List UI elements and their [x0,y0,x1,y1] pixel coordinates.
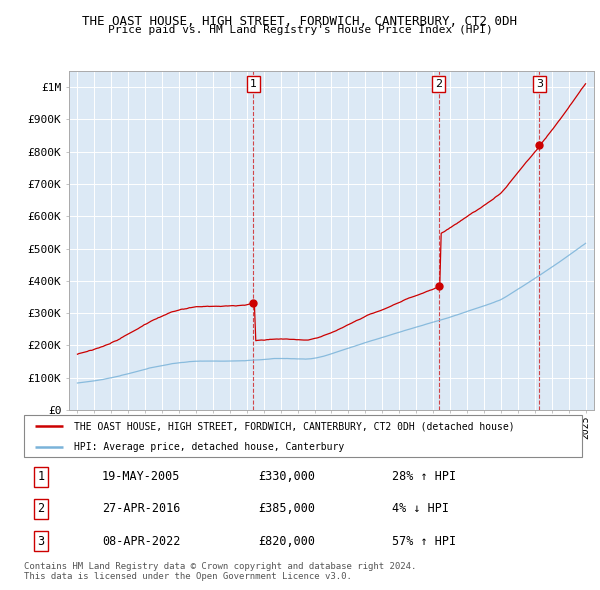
Text: 27-APR-2016: 27-APR-2016 [102,502,181,516]
Text: 08-APR-2022: 08-APR-2022 [102,535,181,548]
FancyBboxPatch shape [24,415,582,457]
Text: THE OAST HOUSE, HIGH STREET, FORDWICH, CANTERBURY, CT2 0DH (detached house): THE OAST HOUSE, HIGH STREET, FORDWICH, C… [74,421,515,431]
Text: 2: 2 [37,502,44,516]
Text: 1: 1 [37,470,44,483]
Text: 4% ↓ HPI: 4% ↓ HPI [392,502,449,516]
Text: 2: 2 [435,78,442,88]
Text: 19-MAY-2005: 19-MAY-2005 [102,470,181,483]
Text: 3: 3 [536,78,543,88]
Text: 1: 1 [250,78,257,88]
Text: 28% ↑ HPI: 28% ↑ HPI [392,470,457,483]
Text: 3: 3 [37,535,44,548]
Text: THE OAST HOUSE, HIGH STREET, FORDWICH, CANTERBURY, CT2 0DH: THE OAST HOUSE, HIGH STREET, FORDWICH, C… [83,15,517,28]
Text: £385,000: £385,000 [259,502,316,516]
Text: Contains HM Land Registry data © Crown copyright and database right 2024.
This d: Contains HM Land Registry data © Crown c… [24,562,416,581]
Text: HPI: Average price, detached house, Canterbury: HPI: Average price, detached house, Cant… [74,442,344,451]
Text: £820,000: £820,000 [259,535,316,548]
Text: Price paid vs. HM Land Registry's House Price Index (HPI): Price paid vs. HM Land Registry's House … [107,25,493,35]
Text: 57% ↑ HPI: 57% ↑ HPI [392,535,457,548]
Text: £330,000: £330,000 [259,470,316,483]
